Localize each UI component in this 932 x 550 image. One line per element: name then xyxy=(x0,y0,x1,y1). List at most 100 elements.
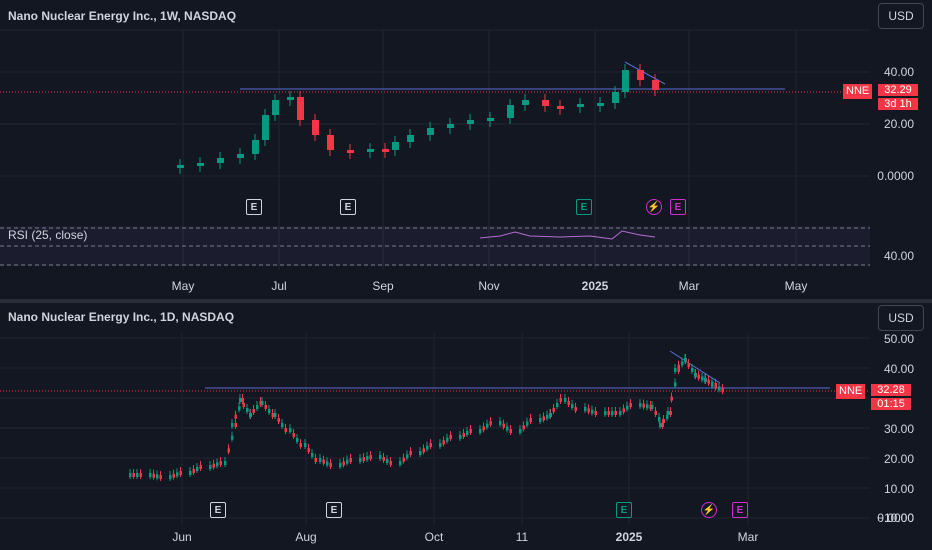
x-tick-label: 2025 xyxy=(615,530,643,544)
candle-body xyxy=(209,465,212,469)
daily-candles[interactable] xyxy=(0,303,870,550)
candle-body xyxy=(670,396,673,401)
candle-body xyxy=(219,461,222,465)
candle-body xyxy=(469,429,472,433)
candle-body xyxy=(271,413,274,417)
candle-body xyxy=(701,376,704,381)
candle-body xyxy=(564,398,567,402)
candle-body xyxy=(651,405,654,409)
candle-body xyxy=(577,104,584,107)
chart-title: Nano Nuclear Energy Inc., 1D, NASDAQ xyxy=(8,310,235,324)
candle-body xyxy=(487,118,494,121)
candle-body xyxy=(274,413,277,417)
candle-body xyxy=(519,429,522,433)
candle-body xyxy=(392,142,399,150)
candle-body xyxy=(649,405,652,409)
candle-body xyxy=(442,440,445,445)
weekly-candles[interactable] xyxy=(0,0,870,300)
candle-body xyxy=(552,408,555,412)
pane-divider[interactable] xyxy=(0,299,932,303)
candle-body xyxy=(691,368,694,372)
y-tick-label: 40.00 xyxy=(883,65,914,79)
candle-body xyxy=(594,411,597,415)
candle-body xyxy=(272,100,279,115)
candle-body xyxy=(409,451,412,455)
candle-body xyxy=(399,461,402,465)
lightning-bolt-icon[interactable]: ⚡ xyxy=(646,199,662,215)
candle-body xyxy=(714,384,717,389)
candle-body xyxy=(502,423,505,428)
candle-body xyxy=(704,378,707,382)
candle-body xyxy=(237,154,244,158)
weekly-chart-pane[interactable]: Nano Nuclear Energy Inc., 1W, NASDAQ USD… xyxy=(0,0,932,300)
earnings-marker[interactable]: E xyxy=(210,502,226,518)
currency-button[interactable]: USD xyxy=(878,3,924,29)
daily-chart-pane[interactable]: Nano Nuclear Energy Inc., 1D, NASDAQ USD… xyxy=(0,303,932,550)
candle-body xyxy=(129,473,132,477)
currency-button[interactable]: USD xyxy=(878,305,924,331)
candle-body xyxy=(604,411,607,415)
candle-body xyxy=(652,80,659,90)
candle-body xyxy=(507,105,514,118)
earnings-marker[interactable]: E xyxy=(576,199,592,215)
x-tick-label: Aug xyxy=(295,530,317,544)
candle-body xyxy=(139,473,142,477)
candle-body xyxy=(482,426,485,431)
candle-body xyxy=(526,421,529,426)
candle-body xyxy=(449,435,452,439)
candle-body xyxy=(319,458,322,462)
earnings-marker[interactable]: E xyxy=(340,199,356,215)
candle-body xyxy=(711,383,714,387)
earnings-marker[interactable]: E xyxy=(732,502,748,518)
earnings-marker[interactable]: E xyxy=(326,502,342,518)
candle-body xyxy=(176,472,179,477)
candle-body xyxy=(239,398,242,402)
candle-body xyxy=(661,423,664,427)
candle-body xyxy=(249,413,252,417)
candle-body xyxy=(311,453,314,457)
candle-body xyxy=(402,457,405,462)
candle-body xyxy=(264,405,267,409)
candle-body xyxy=(571,404,574,408)
candle-body xyxy=(694,373,697,377)
candle-body xyxy=(489,421,492,425)
candle-body xyxy=(152,473,155,478)
candle-body xyxy=(619,411,622,415)
candle-body xyxy=(429,443,432,447)
candle-body xyxy=(629,403,632,407)
candle-body xyxy=(597,103,604,106)
x-tick-label: May xyxy=(171,279,195,293)
lightning-bolt-icon[interactable]: ⚡ xyxy=(701,502,717,518)
candle-body xyxy=(614,411,617,415)
candle-body xyxy=(382,457,385,461)
candle-body xyxy=(369,455,372,459)
earnings-marker[interactable]: E xyxy=(246,199,262,215)
candle-body xyxy=(299,443,302,447)
y-tick-label: 20.00 xyxy=(883,117,914,131)
candle-body xyxy=(259,401,262,405)
candle-body xyxy=(246,408,249,412)
candle-body xyxy=(718,386,721,391)
x-tick-label: 11 xyxy=(515,530,529,544)
candle-body xyxy=(522,100,529,105)
candle-body xyxy=(684,358,687,362)
earnings-marker[interactable]: E xyxy=(670,199,686,215)
candle-body xyxy=(406,454,409,459)
candle-body xyxy=(212,463,215,468)
candle-body xyxy=(681,361,684,366)
x-tick-label: Mar xyxy=(737,530,759,544)
candle-body xyxy=(189,471,192,475)
earnings-marker[interactable]: E xyxy=(616,502,632,518)
candle-body xyxy=(587,408,590,413)
candle-body xyxy=(169,475,172,479)
candle-body xyxy=(687,363,690,367)
x-tick-label: Sep xyxy=(372,279,394,293)
candle-body xyxy=(252,140,259,154)
last-price-tag: 32.28 xyxy=(871,384,911,396)
candle-body xyxy=(307,448,310,452)
candle-body xyxy=(546,414,549,419)
candle-body xyxy=(216,462,219,467)
candle-body xyxy=(427,128,434,135)
candle-body xyxy=(238,406,241,411)
candle-body xyxy=(407,135,414,142)
